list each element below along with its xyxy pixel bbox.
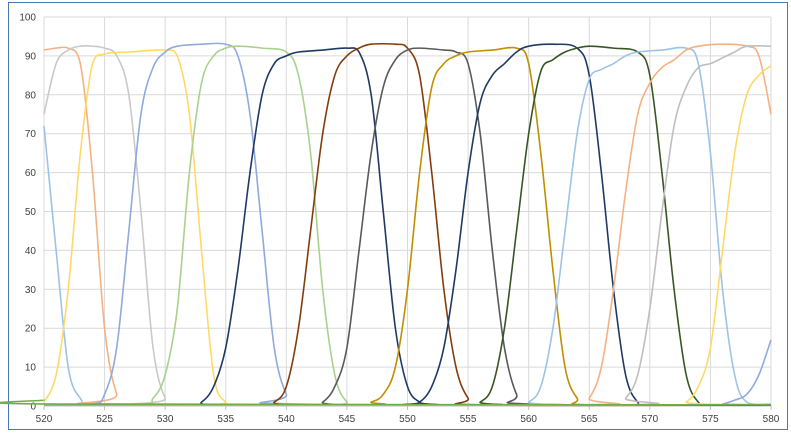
y-tick-label: 60 xyxy=(25,168,37,179)
y-tick-label: 40 xyxy=(25,246,37,257)
series-line-9 xyxy=(43,47,772,406)
x-axis-ticks: 520 525 530 535 540 545 550 555 560 565 570 575 580 xyxy=(36,406,780,425)
series-line-18 xyxy=(0,399,772,406)
x-tick-label: 545 xyxy=(339,414,356,425)
series-line-10 xyxy=(43,46,772,407)
y-tick-label: 50 xyxy=(25,207,37,218)
series-lines xyxy=(0,42,772,407)
y-tick-label: 90 xyxy=(25,51,37,62)
y-tick-label: 30 xyxy=(25,285,37,296)
x-tick-label: 535 xyxy=(217,414,234,425)
x-tick-label: 530 xyxy=(157,414,174,425)
series-line-7 xyxy=(43,47,772,406)
x-tick-label: 565 xyxy=(581,414,598,425)
x-tick-label: 555 xyxy=(460,414,477,425)
series-line-8 xyxy=(43,42,772,407)
x-tick-label: 540 xyxy=(278,414,295,425)
series-line-13 xyxy=(43,46,772,406)
series-line-12 xyxy=(43,45,772,406)
x-tick-label: 560 xyxy=(520,414,537,425)
x-tick-label: 575 xyxy=(702,414,719,425)
series-line-5 xyxy=(43,42,772,406)
series-line-11 xyxy=(43,43,772,406)
y-tick-label: 10 xyxy=(25,363,37,374)
y-tick-label: 0 xyxy=(30,402,36,413)
x-tick-label: 520 xyxy=(36,414,53,425)
x-tick-label: 525 xyxy=(96,414,113,425)
y-tick-label: 80 xyxy=(25,90,37,101)
x-tick-label: 550 xyxy=(399,414,416,425)
y-tick-label: 20 xyxy=(25,324,37,335)
chart-frame xyxy=(8,2,788,430)
x-tick-label: 570 xyxy=(641,414,658,425)
series-line-6 xyxy=(43,45,772,406)
y-axis-ticks: 0 10 20 30 40 50 60 70 80 90 100 xyxy=(19,13,36,413)
y-tick-label: 70 xyxy=(25,129,37,140)
y-tick-label: 100 xyxy=(19,13,36,24)
x-tick-label: 580 xyxy=(763,414,780,425)
